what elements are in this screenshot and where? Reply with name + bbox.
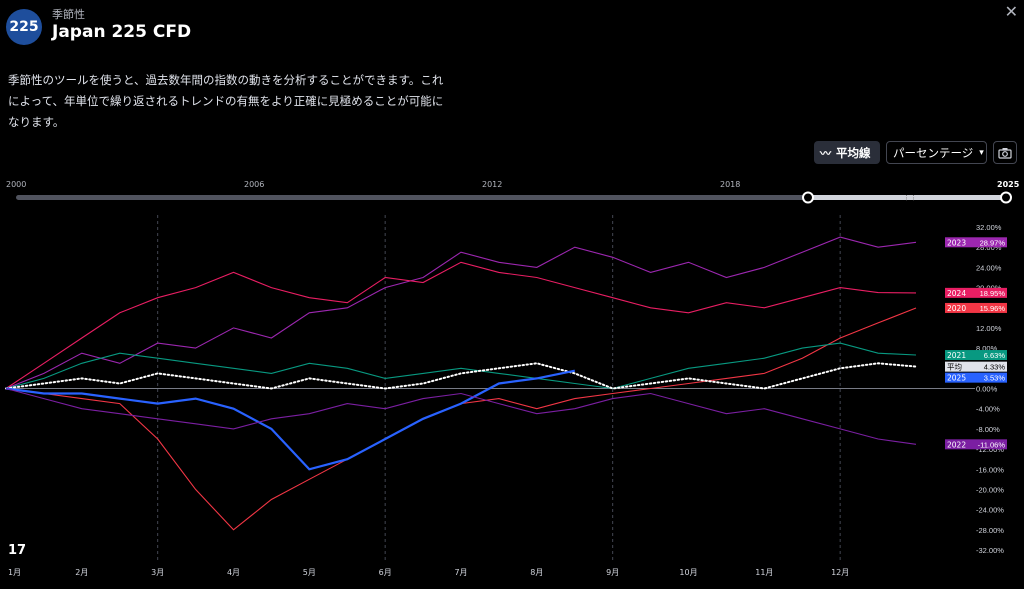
series-end-year: 2022 (947, 440, 966, 449)
range-selected (808, 195, 1006, 200)
x-month-label: 7月 (454, 568, 467, 577)
series-end-value: 28.97% (980, 238, 1006, 247)
y-tick-label: 0.00% (976, 385, 998, 394)
series-end-label-box (945, 361, 1007, 372)
x-month-label: 11月 (755, 568, 773, 577)
tradingview-logo-icon: 17 (8, 543, 26, 558)
y-tick-label: -32.00% (976, 546, 1004, 555)
series-end-label-box (945, 287, 1007, 298)
range-grip-icon: ⋮⋮ (903, 194, 917, 202)
y-tick-label: -4.00% (976, 405, 1000, 414)
series-end-year: 2020 (947, 304, 966, 313)
range-label: 2000 (6, 180, 27, 189)
series-end-value: -11.06% (978, 440, 1006, 449)
range-label: 2006 (244, 180, 265, 189)
series-line-2020 (5, 307, 917, 531)
series-line-2023 (5, 236, 917, 390)
symbol-logo: 225 (6, 9, 42, 45)
series-end-year: 2021 (947, 351, 966, 360)
unit-dropdown[interactable]: パーセンテージ ▾ (886, 141, 987, 164)
series-line-2021 (5, 342, 917, 390)
y-tick-label: 8.00% (976, 344, 998, 353)
average-line-button[interactable]: 〰 平均線 (814, 141, 880, 164)
y-tick-label: -16.00% (976, 465, 1004, 474)
chevron-down-icon: ▾ (979, 147, 984, 158)
y-tick-label: -28.00% (976, 526, 1004, 535)
screenshot-button[interactable] (993, 141, 1017, 164)
series-end-label-box (945, 372, 1007, 383)
y-tick-label: 32.00% (976, 223, 1002, 232)
x-month-label: 6月 (379, 568, 392, 577)
series-end-label-box (945, 350, 1007, 361)
x-month-label: 3月 (151, 568, 164, 577)
series-end-label-box (945, 237, 1007, 248)
x-month-label: 5月 (303, 568, 316, 577)
close-icon[interactable]: ✕ (1004, 2, 1018, 21)
series-end-year: 平均 (947, 362, 962, 372)
series-end-year: 2023 (947, 238, 966, 247)
y-tick-label: 12.00% (976, 324, 1002, 333)
range-label: 2025 (997, 180, 1020, 189)
x-month-label: 1月 (8, 568, 21, 577)
series-end-year: 2025 (947, 374, 966, 383)
range-end-handle[interactable] (1000, 191, 1012, 204)
range-start-handle[interactable] (802, 191, 814, 204)
x-month-label: 12月 (831, 568, 849, 577)
y-tick-label: 28.00% (976, 243, 1002, 252)
series-end-value: 15.96% (980, 304, 1006, 313)
series-end-value: 3.53% (984, 374, 1006, 383)
range-label: 2018 (720, 180, 741, 189)
series-line-平均 (5, 362, 917, 390)
x-month-label: 4月 (227, 568, 240, 577)
series-end-label-box (945, 302, 1007, 313)
series-line-2022 (5, 387, 917, 445)
y-tick-label: -12.00% (976, 445, 1004, 454)
x-month-label: 2月 (75, 568, 88, 577)
x-month-label: 10月 (679, 568, 697, 577)
description-text: 季節性のツールを使うと、過去数年間の指数の動きを分析することができます。これによ… (8, 73, 444, 129)
unit-dropdown-label: パーセンテージ (893, 145, 974, 160)
series-line-2024 (5, 261, 917, 389)
x-month-label: 8月 (530, 568, 543, 577)
range-label: 2012 (482, 180, 503, 189)
range-track[interactable] (16, 195, 1006, 200)
y-tick-label: -8.00% (976, 425, 1000, 434)
x-month-label: 9月 (606, 568, 619, 577)
y-tick-label: 24.00% (976, 263, 1002, 272)
series-end-value: 18.95% (980, 289, 1006, 298)
camera-icon (998, 147, 1012, 159)
line-chart-icon: 〰 (820, 146, 831, 160)
y-tick-label: -24.00% (976, 506, 1004, 515)
seasonality-chart: ⋮⋮32.00%28.00%24.00%20.00%16.00%12.00%8.… (5, 191, 1012, 577)
y-tick-label: -20.00% (976, 485, 1004, 494)
symbol-title: Japan 225 CFD (52, 22, 192, 42)
series-end-label-box (945, 439, 1007, 450)
panel-subtitle: 季節性 (52, 8, 85, 21)
series-line-2025 (5, 369, 576, 471)
average-line-label: 平均線 (836, 145, 871, 160)
series-end-value: 4.33% (984, 363, 1006, 372)
series-end-value: 6.63% (984, 351, 1006, 360)
series-end-year: 2024 (947, 289, 966, 298)
